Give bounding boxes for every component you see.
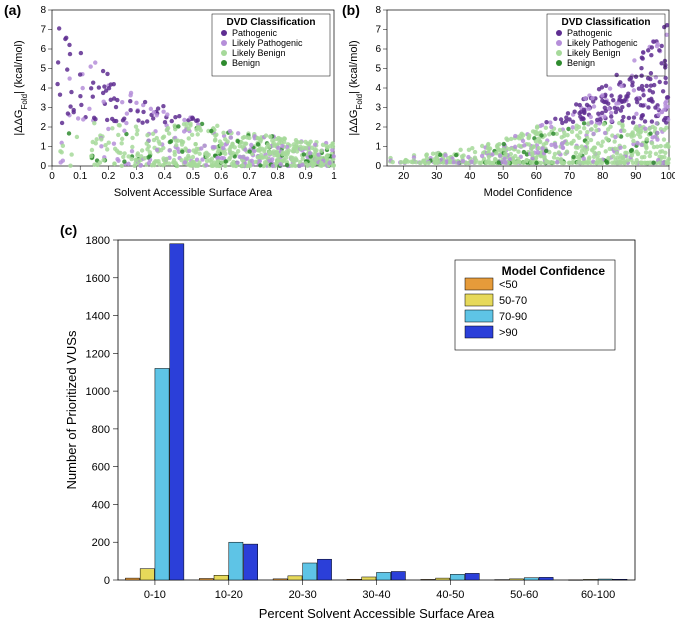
svg-text:Solvent Accessible Surface Are: Solvent Accessible Surface Area xyxy=(114,187,273,199)
svg-text:30-40: 30-40 xyxy=(362,589,390,601)
svg-text:5: 5 xyxy=(40,64,46,75)
svg-text:0: 0 xyxy=(104,575,110,587)
svg-text:7: 7 xyxy=(375,25,381,36)
svg-text:0.2: 0.2 xyxy=(101,171,115,182)
svg-text:1: 1 xyxy=(40,142,46,153)
svg-text:30: 30 xyxy=(431,171,443,182)
svg-text:20-30: 20-30 xyxy=(289,589,317,601)
svg-text:Likely Benign: Likely Benign xyxy=(567,48,621,58)
svg-text:4: 4 xyxy=(40,83,46,94)
svg-text:0.9: 0.9 xyxy=(299,171,313,182)
svg-text:70: 70 xyxy=(564,171,576,182)
svg-text:50-60: 50-60 xyxy=(510,589,538,601)
svg-text:1000: 1000 xyxy=(86,386,110,398)
svg-text:7: 7 xyxy=(40,25,46,36)
svg-text:10-20: 10-20 xyxy=(215,589,243,601)
svg-text:0: 0 xyxy=(40,161,46,172)
svg-text:40-50: 40-50 xyxy=(436,589,464,601)
svg-text:0: 0 xyxy=(49,171,55,182)
svg-text:8: 8 xyxy=(375,5,381,16)
panel-b-scatter: 20 30 40 50 60 70 80 90 100 0 1 2 3 4 5 6 7 8 Model Confid… xyxy=(345,0,675,200)
svg-text:0.3: 0.3 xyxy=(130,171,144,182)
svg-text:Likely Pathogenic: Likely Pathogenic xyxy=(567,38,638,48)
svg-text:90: 90 xyxy=(630,171,642,182)
svg-text:60-100: 60-100 xyxy=(581,589,615,601)
svg-text:0: 0 xyxy=(375,161,381,172)
svg-text:1800: 1800 xyxy=(86,235,110,247)
svg-text:0-10: 0-10 xyxy=(144,589,166,601)
svg-text:Number of Prioritized VUSs: Number of Prioritized VUSs xyxy=(64,330,79,489)
svg-text:600: 600 xyxy=(92,462,110,474)
svg-text:0.5: 0.5 xyxy=(186,171,200,182)
svg-text:<50: <50 xyxy=(499,279,518,291)
svg-text:200: 200 xyxy=(92,537,110,549)
svg-text:100: 100 xyxy=(661,171,675,182)
svg-text:50: 50 xyxy=(498,171,510,182)
svg-text:1: 1 xyxy=(331,171,337,182)
svg-text:>90: >90 xyxy=(499,327,518,339)
svg-text:0.7: 0.7 xyxy=(242,171,256,182)
svg-text:5: 5 xyxy=(375,64,381,75)
svg-text:Benign: Benign xyxy=(232,58,260,68)
svg-text:40: 40 xyxy=(464,171,476,182)
svg-text:6: 6 xyxy=(40,44,46,55)
svg-text:2: 2 xyxy=(375,122,381,133)
svg-text:2: 2 xyxy=(40,122,46,133)
svg-text:80: 80 xyxy=(597,171,609,182)
panel-a-scatter: 0 0.1 0.2 0.3 0.4 0.5 0.6 0.7 0.8 0.9 1 0 1 2 3 4 5 6 7 8 So… xyxy=(10,0,340,200)
svg-text:1400: 1400 xyxy=(86,311,110,323)
svg-text:50-70: 50-70 xyxy=(499,295,527,307)
svg-text:0.8: 0.8 xyxy=(271,171,285,182)
svg-text:0.4: 0.4 xyxy=(158,171,172,182)
svg-text:6: 6 xyxy=(375,44,381,55)
panel-c-bar: 0 200 400 600 800 1000 1200 1400 1600 1800 0-10 10-… xyxy=(60,230,645,630)
svg-text:Model Confidence: Model Confidence xyxy=(502,264,606,278)
svg-text:DVD Classification: DVD Classification xyxy=(227,17,316,28)
svg-text:Benign: Benign xyxy=(567,58,595,68)
svg-text:0.6: 0.6 xyxy=(214,171,228,182)
svg-text:60: 60 xyxy=(531,171,543,182)
svg-text:400: 400 xyxy=(92,499,110,511)
svg-text:Pathogenic: Pathogenic xyxy=(232,28,278,38)
svg-text:|ΔΔGFold| (kcal/mol): |ΔΔGFold| (kcal/mol) xyxy=(13,40,29,135)
svg-text:1200: 1200 xyxy=(86,348,110,360)
svg-text:Likely Benign: Likely Benign xyxy=(232,48,286,58)
svg-text:Likely Pathogenic: Likely Pathogenic xyxy=(232,38,303,48)
svg-text:0.1: 0.1 xyxy=(73,171,87,182)
svg-text:800: 800 xyxy=(92,424,110,436)
svg-text:70-90: 70-90 xyxy=(499,311,527,323)
svg-text:1600: 1600 xyxy=(86,273,110,285)
svg-text:DVD Classification: DVD Classification xyxy=(562,17,651,28)
svg-text:Model Confidence: Model Confidence xyxy=(484,187,573,199)
svg-text:4: 4 xyxy=(375,83,381,94)
svg-text:Pathogenic: Pathogenic xyxy=(567,28,613,38)
svg-text:8: 8 xyxy=(40,5,46,16)
svg-text:20: 20 xyxy=(398,171,410,182)
svg-text:|ΔΔGFold| (kcal/mol): |ΔΔGFold| (kcal/mol) xyxy=(348,40,364,135)
svg-text:3: 3 xyxy=(375,103,381,114)
svg-text:3: 3 xyxy=(40,103,46,114)
svg-text:Percent Solvent Accessible Sur: Percent Solvent Accessible Surface Area xyxy=(259,606,495,621)
svg-text:1: 1 xyxy=(375,142,381,153)
